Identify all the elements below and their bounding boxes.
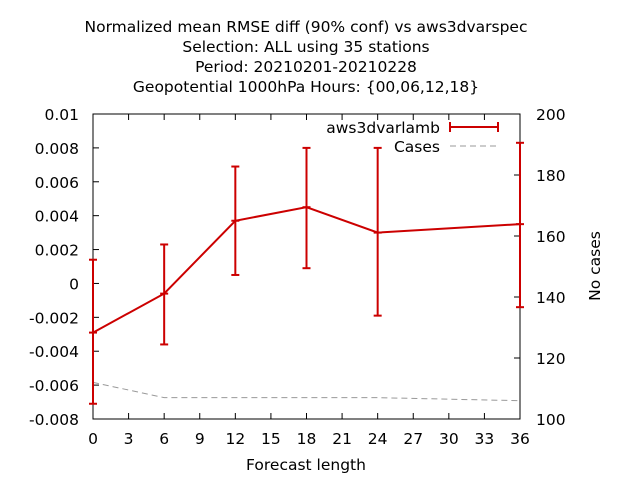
x-tick-label: 36 [510,430,530,448]
x-tick-label: 0 [88,430,98,448]
y-tick-label: -0.006 [29,377,79,395]
y2-tick-label: 160 [536,228,566,246]
y-tick-label: -0.002 [29,309,79,327]
y2-tick-label: 140 [536,289,566,307]
y-tick-label: 0.004 [35,208,79,226]
series-line-cases [92,381,521,402]
y-tick-label: 0.006 [35,174,79,192]
legend-label-aws3dvarlamb: aws3dvarlamb [326,119,440,137]
x-tick-label: 30 [439,430,459,448]
y-tick-label: 0 [69,275,79,293]
plot-area: 0 3 6 9 12 15 18 21 24 27 30 33 360.010.0080.0060.00… [29,106,566,448]
title-line-2: Selection: ALL using 35 stations [182,38,429,56]
x-tick-label: 3 [124,430,134,448]
x-tick-label: 18 [297,430,317,448]
y-tick-label: 0.008 [35,140,79,158]
x-tick-label: 27 [403,430,423,448]
y2-tick-label: 200 [536,106,566,124]
x-tick-label: 6 [159,430,169,448]
x-tick-label: 12 [225,430,245,448]
series-line-aws3dvarlamb [92,206,521,334]
chart-title: Normalized mean RMSE diff (90% conf) vs … [85,18,528,96]
y2-tick-label: 180 [536,167,566,185]
legend-label-cases: Cases [394,138,440,156]
y2-axis-label: No cases [586,231,604,301]
y2-tick-label: 100 [536,411,566,429]
title-line-4: Geopotential 1000hPa Hours: {00,06,12,18… [133,78,479,96]
x-axis-label: Forecast length [246,456,366,474]
x-tick-label: 33 [475,430,495,448]
y2-tick-label: 120 [536,350,566,368]
x-tick-label: 24 [368,430,388,448]
y-tick-label: -0.004 [29,343,79,361]
y-tick-label: 0.01 [44,106,79,124]
title-line-1: Normalized mean RMSE diff (90% conf) vs … [85,18,528,36]
x-tick-label: 21 [332,430,352,448]
y-tick-label: -0.008 [29,411,79,429]
x-tick-label: 15 [261,430,281,448]
y-tick-label: 0.002 [35,242,79,260]
legend: aws3dvarlamb Cases [326,119,499,156]
title-line-3: Period: 20210201-20210228 [195,58,417,76]
x-tick-label: 9 [195,430,205,448]
